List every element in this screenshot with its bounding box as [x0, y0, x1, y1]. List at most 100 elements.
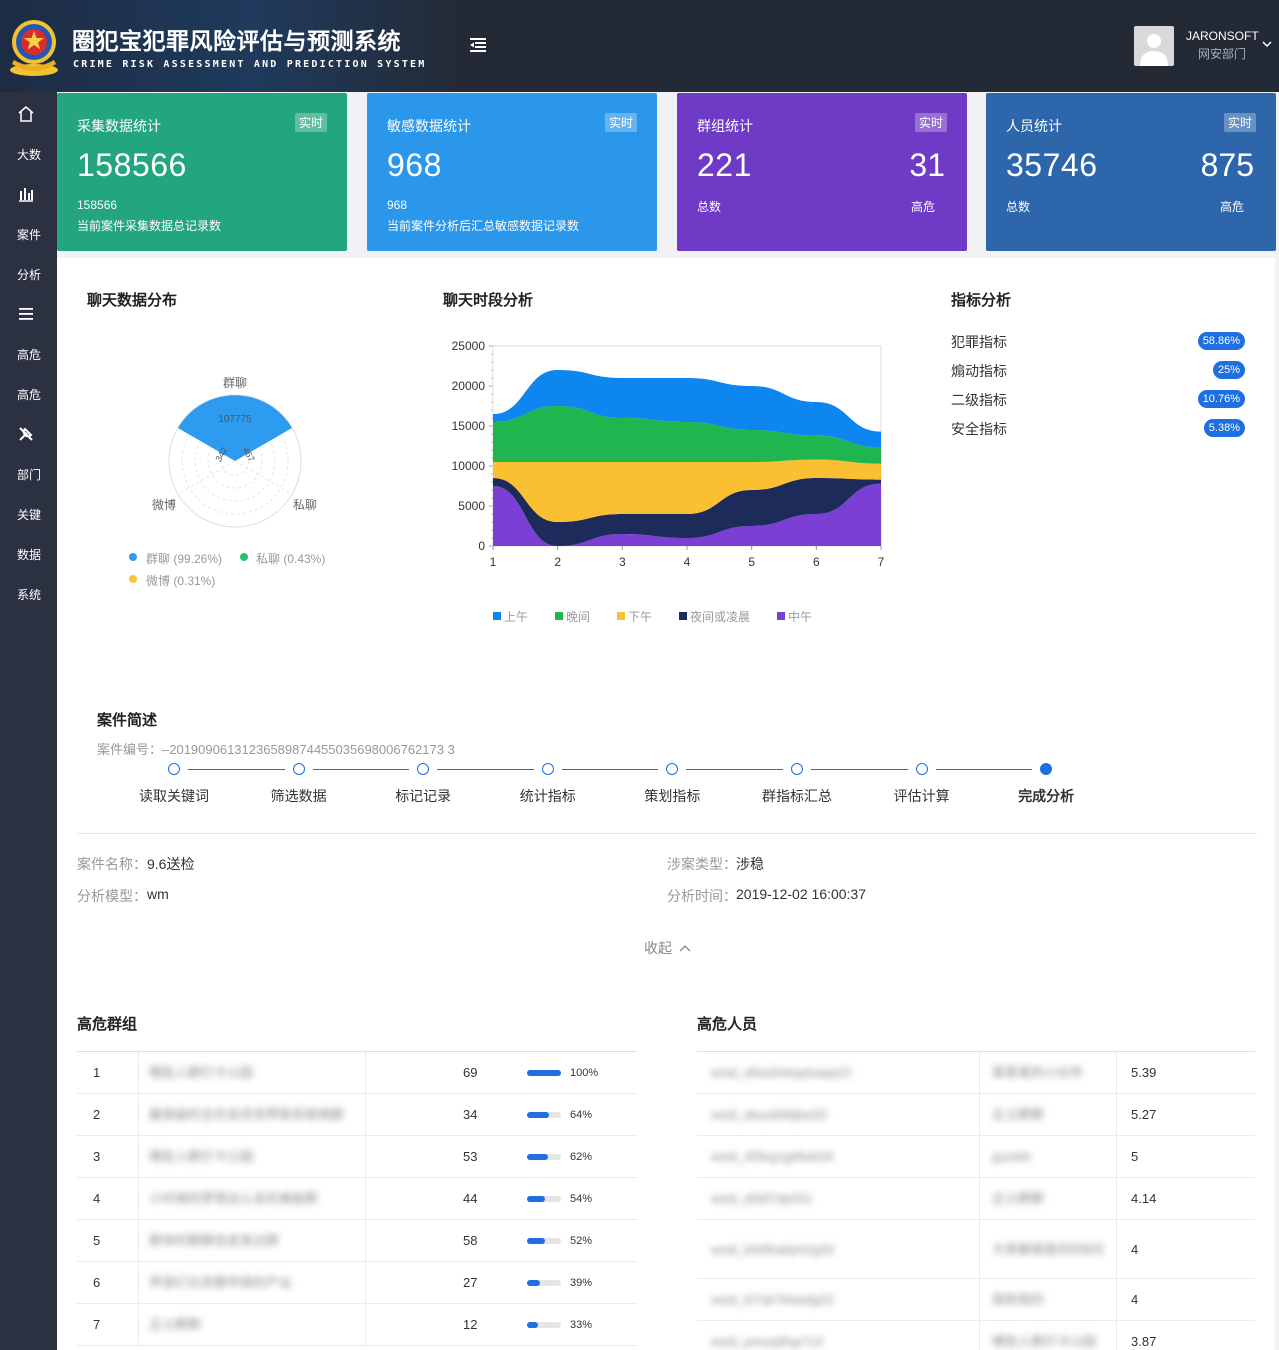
- case-name-value: 9.6送检: [147, 856, 195, 872]
- table-row[interactable]: 2 最高级的主任会员世界联系联络群 34 64%: [77, 1094, 637, 1136]
- sidebar-item-home[interactable]: [0, 94, 57, 134]
- group-name[interactable]: 哪些人群打卡公园: [149, 1065, 254, 1080]
- indicator-badge-incite: 25%: [1212, 361, 1245, 379]
- x-tick-label: 2: [554, 555, 561, 569]
- chat-time-area-chart: 0 5000 10000 15000 20000 25000 1 2 3 4 5 6 7: [452, 339, 885, 569]
- sidebar-item-system[interactable]: 系统: [0, 574, 57, 614]
- realtime-badge: 实时: [294, 113, 327, 132]
- group-name[interactable]: 小时候的梦想这么多的难能群: [149, 1191, 319, 1206]
- sidebar-item-department[interactable]: 部门: [0, 454, 57, 494]
- legend-item[interactable]: 下午: [628, 610, 653, 624]
- time-value: 2019-12-02 16:00:37: [736, 886, 866, 902]
- legend-private[interactable]: 私聊 (0.43%): [256, 552, 326, 566]
- cell-divider: [365, 1220, 366, 1262]
- chat-dist-polar-chart: 107775 467 342: [168, 394, 302, 528]
- cell-divider: [365, 1052, 366, 1094]
- legend-weibo[interactable]: 微博 (0.31%): [146, 574, 216, 588]
- group-name[interactable]: 群体的聊聊信息发达群: [149, 1233, 280, 1248]
- sidebar-item-tools[interactable]: [0, 414, 57, 454]
- group-count: 12: [463, 1317, 478, 1332]
- group-ratio-bar: [527, 1322, 561, 1328]
- group-ratio-fill: [527, 1112, 549, 1118]
- y-tick-label: 5000: [458, 499, 485, 513]
- legend-item[interactable]: 上午: [504, 610, 529, 624]
- x-tick-label: 4: [684, 555, 691, 569]
- group-ratio-fill: [527, 1154, 549, 1160]
- legend-item[interactable]: 晚间: [566, 610, 591, 624]
- sidebar-item-analysis[interactable]: 分析: [0, 254, 57, 294]
- table-row[interactable]: wxid_45feg1g6fwb33 guolah 5: [697, 1136, 1255, 1178]
- table-top-border: [697, 1051, 1255, 1052]
- menu-collapse-icon[interactable]: [468, 36, 488, 54]
- person-id[interactable]: wxid_deyuk96jkw33: [711, 1107, 827, 1122]
- person-id[interactable]: wxid_d5itf7dp031: [711, 1191, 813, 1206]
- sidebar-item-chart[interactable]: [0, 174, 57, 214]
- sidebar-item-bigdata[interactable]: 大数: [0, 134, 57, 174]
- table-row[interactable]: wxid_b5i9ha6ph2g33 大家都很喜欢的好朋友 4: [697, 1220, 1255, 1279]
- table-row[interactable]: 5 群体的聊聊信息发达群 58 52%: [77, 1220, 637, 1262]
- card-person-stats: 人员统计 实时 35746 875 总数 高危: [986, 93, 1276, 251]
- legend-dot-weibo: [129, 575, 137, 583]
- legend-group[interactable]: 群聊 (99.26%): [146, 552, 223, 566]
- sidebar: 大数 案件 分析 高危 高危 部门 关键 数据 系统: [0, 92, 57, 1350]
- cell-divider: [979, 1220, 980, 1279]
- table-row[interactable]: wxid_d5itf7dp031 正义群群 4.14: [697, 1178, 1255, 1220]
- user-avatar[interactable]: [1134, 26, 1174, 66]
- sidebar-item-label: 大数: [17, 147, 42, 162]
- table-row[interactable]: 6 声音们北京都市我的产业 27 39%: [77, 1262, 637, 1304]
- cell-divider: [979, 1178, 980, 1220]
- sidebar-item-data[interactable]: 数据: [0, 534, 57, 574]
- sidebar-item-highrisk-2[interactable]: 高危: [0, 374, 57, 414]
- table-row[interactable]: wxid_kl7qh7kkwdg22 我和我的 4: [697, 1279, 1255, 1321]
- sidebar-item-label: 部门: [17, 467, 42, 482]
- sidebar-item-case[interactable]: 案件: [0, 214, 57, 254]
- sidebar-item-keyword[interactable]: 关键: [0, 494, 57, 534]
- user-name[interactable]: JARONSOFT: [1186, 29, 1259, 43]
- group-ratio-pct: 54%: [570, 1193, 593, 1205]
- group-ratio-bar: [527, 1154, 561, 1160]
- step-circle: [791, 763, 803, 775]
- chat-dist-title: 聊天数据分布: [87, 292, 178, 309]
- group-name[interactable]: 最高级的主任会员世界联系联络群: [149, 1107, 345, 1122]
- table-row[interactable]: wxid_d5ia3mkqahaqa22 某某某的小伙伴 5.39: [697, 1052, 1255, 1094]
- person-id[interactable]: wxid_b5i9ha6ph2g33: [711, 1242, 834, 1257]
- table-row[interactable]: 4 小时候的梦想这么多的难能群 44 54%: [77, 1178, 637, 1220]
- group-ratio-fill: [527, 1322, 539, 1328]
- cell-divider: [979, 1094, 980, 1136]
- person-id[interactable]: wxid_d5ia3mkqahaqa22: [711, 1065, 852, 1080]
- cell-divider: [138, 1262, 139, 1304]
- person-id[interactable]: wxid_pmuq9hgr7z2: [711, 1334, 824, 1349]
- group-name[interactable]: 声音们北京都市我的产业: [149, 1275, 293, 1290]
- person-id[interactable]: wxid_kl7qh7kkwdg22: [711, 1292, 834, 1307]
- cell-divider: [1116, 1321, 1117, 1350]
- chevron-down-icon[interactable]: [1262, 40, 1272, 48]
- collapse-button[interactable]: 收起: [644, 938, 691, 958]
- person-score: 5.27: [1131, 1107, 1157, 1122]
- legend-item[interactable]: 夜间或凌晨: [690, 610, 751, 624]
- group-name[interactable]: 哪些人群打卡公园: [149, 1149, 254, 1164]
- tools-icon: [19, 427, 33, 441]
- group-name[interactable]: 正义群群: [149, 1317, 202, 1332]
- police-emblem-icon: [10, 20, 58, 76]
- card-description: 当前案件分析后汇总敏感数据记录数: [387, 219, 580, 233]
- table-row[interactable]: wxid_deyuk96jkw33 正义群群 5.27: [697, 1094, 1255, 1136]
- person-score: 4: [1131, 1242, 1139, 1257]
- chat-time-legend: 上午 晚间 下午 夜间或凌晨 中午: [493, 608, 873, 624]
- sidebar-item-label: 案件: [17, 227, 42, 242]
- step-circle: [417, 763, 430, 775]
- legend-item[interactable]: 中午: [788, 610, 813, 624]
- sidebar-item-list[interactable]: [0, 294, 57, 334]
- table-row[interactable]: 3 哪些人群打卡公园 53 62%: [77, 1136, 637, 1178]
- person-name: 正义群群: [992, 1191, 1045, 1206]
- person-name: 正义群群: [992, 1107, 1045, 1122]
- group-ratio-pct: 100%: [570, 1067, 599, 1079]
- x-tick-label: 6: [813, 555, 820, 569]
- sidebar-item-highrisk-1[interactable]: 高危: [0, 334, 57, 374]
- collapse-label: 收起: [644, 940, 672, 956]
- person-id[interactable]: wxid_45feg1g6fwb33: [711, 1149, 834, 1164]
- card-label-total: 总数: [697, 200, 722, 214]
- table-row[interactable]: 7 正义群群 12 33%: [77, 1304, 637, 1346]
- table-row[interactable]: 1 哪些人群打卡公园 69 100%: [77, 1052, 637, 1094]
- person-score: 5.39: [1131, 1065, 1157, 1080]
- table-row[interactable]: wxid_pmuq9hgr7z2 哪些人群打卡公园 3.87: [697, 1321, 1255, 1350]
